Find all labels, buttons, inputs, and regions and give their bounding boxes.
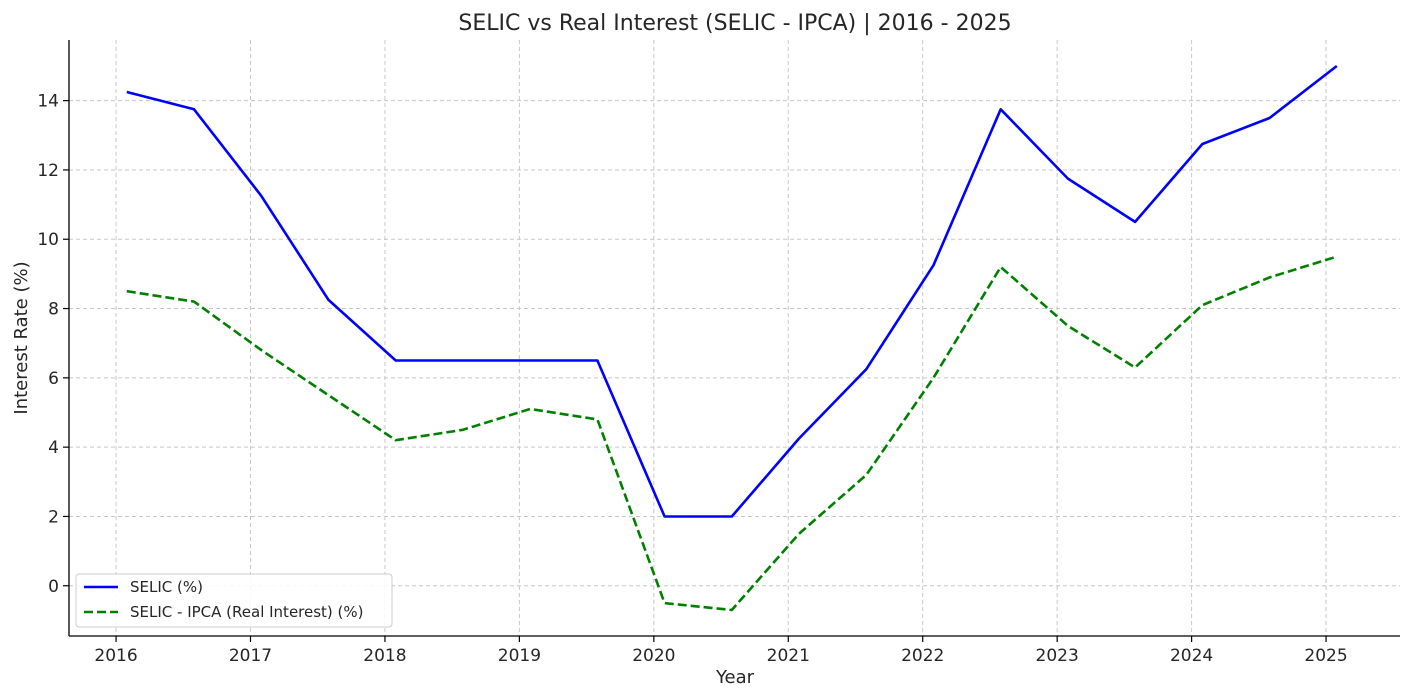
x-tick-label: 2019 (498, 646, 541, 666)
y-ticks: 0 2 4 6 8 10 12 14 (37, 92, 69, 597)
x-tick-label: 2025 (1304, 646, 1347, 666)
x-tick-label: 2021 (767, 646, 810, 666)
y-tick-label: 14 (37, 92, 59, 112)
y-tick-label: 4 (48, 438, 59, 458)
y-axis-label: Interest Rate (%) (11, 261, 32, 414)
y-tick-label: 0 (48, 577, 59, 597)
x-axis-label: Year (715, 667, 755, 688)
x-tick-label: 2024 (1170, 646, 1213, 666)
grid (69, 40, 1400, 636)
series-line-real-interest (126, 255, 1338, 612)
series-layer (126, 64, 1338, 612)
x-ticks: 2016 2017 2018 2019 2020 2021 2022 2023 2024 2025 (94, 636, 1348, 666)
y-tick-label: 2 (48, 507, 59, 527)
series-line-selic (126, 64, 1338, 518)
y-tick-label: 6 (48, 369, 59, 389)
legend-label-real-interest: SELIC - IPCA (Real Interest) (%) (130, 603, 364, 621)
x-tick-label: 2020 (632, 646, 675, 666)
x-tick-label: 2018 (363, 646, 406, 666)
y-tick-label: 8 (48, 300, 59, 320)
x-tick-label: 2016 (94, 646, 137, 666)
chart-title: SELIC vs Real Interest (SELIC - IPCA) | … (458, 11, 1011, 36)
x-tick-label: 2017 (229, 646, 272, 666)
legend-box (75, 573, 393, 628)
x-tick-label: 2023 (1036, 646, 1079, 666)
y-tick-label: 10 (37, 230, 59, 250)
legend-label-selic: SELIC (%) (130, 578, 203, 596)
axes (68, 40, 1400, 637)
y-tick-label: 12 (37, 161, 59, 181)
x-tick-label: 2022 (901, 646, 944, 666)
legend: SELIC (%) SELIC - IPCA (Real Interest) (… (75, 573, 393, 628)
